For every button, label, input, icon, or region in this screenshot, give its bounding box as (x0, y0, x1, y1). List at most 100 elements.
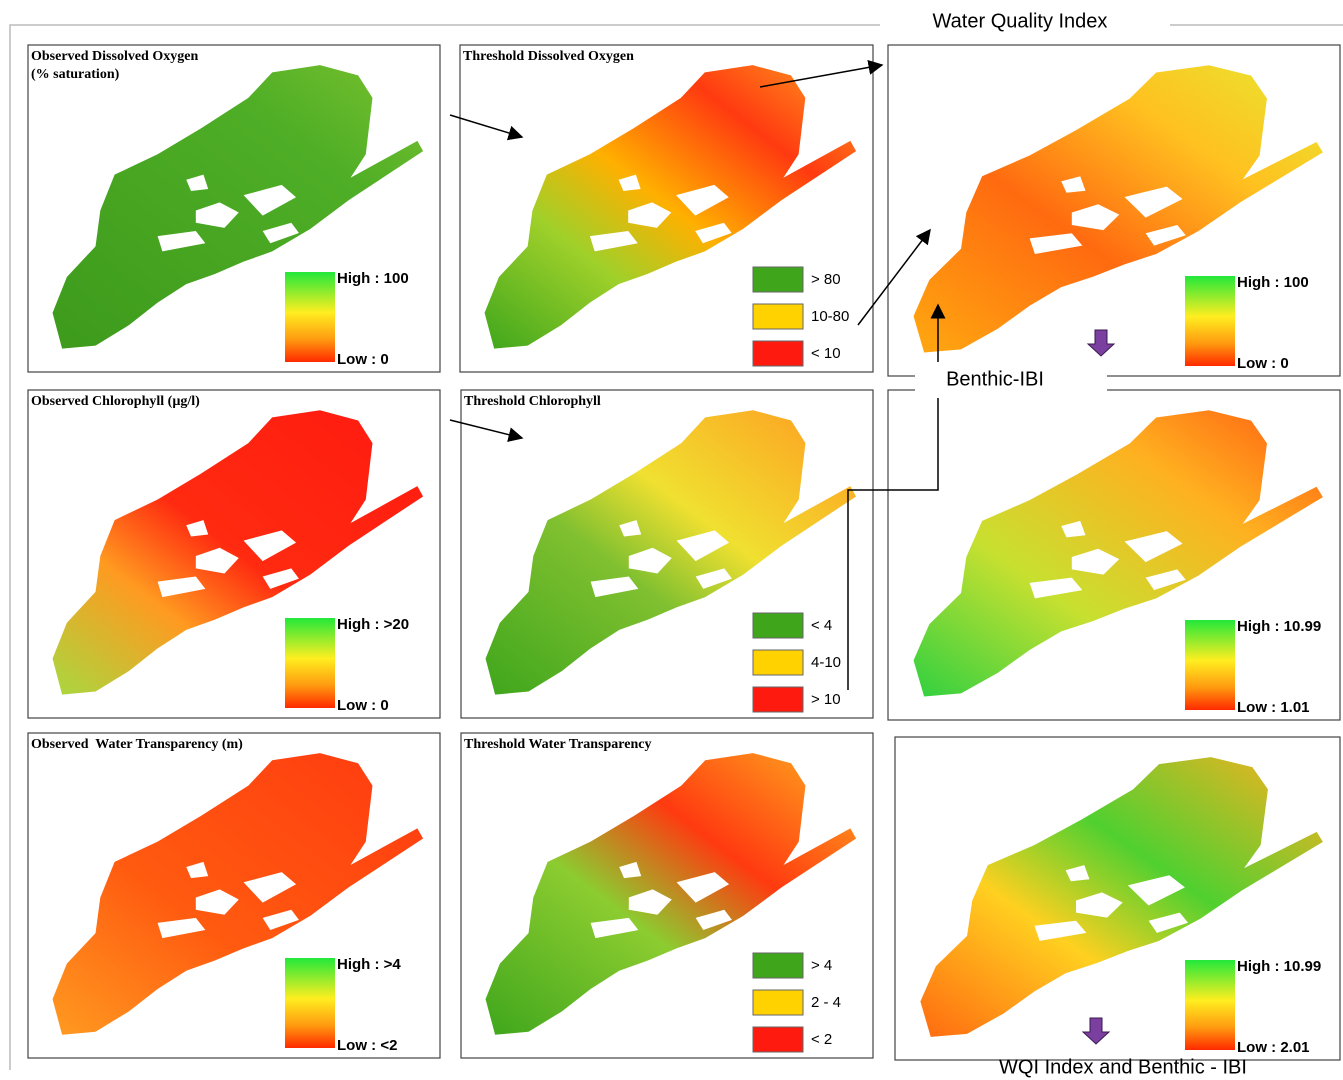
land-area (1145, 224, 1186, 246)
legend-ramp (285, 958, 335, 1048)
land-area (589, 230, 638, 252)
land-area (186, 861, 209, 879)
land-area (1061, 176, 1086, 193)
estuary-shape (920, 757, 1323, 1037)
map-panel: High : 100 Low : 0 (887, 44, 1341, 377)
estuary-shape (485, 410, 857, 695)
map-panel: High : 10.99 Low : 1.01 (887, 389, 1341, 721)
land-area (619, 861, 642, 879)
legend-label: 2 - 4 (811, 994, 841, 1011)
legend-ramp (1185, 960, 1235, 1050)
legend-high: High : 10.99 (1237, 618, 1321, 635)
legend-ramp (1185, 620, 1235, 710)
legend-swatch (752, 952, 804, 979)
land-area (695, 909, 732, 931)
panel-title: (% saturation) (31, 67, 120, 82)
legend-high: High : >20 (337, 616, 409, 633)
land-area (1076, 892, 1123, 918)
legend-high: High : >4 (337, 956, 401, 973)
map (485, 753, 857, 1035)
land-area (628, 547, 672, 574)
legend-swatch (752, 686, 804, 713)
legend-swatch (752, 303, 804, 330)
land-area (676, 184, 729, 216)
map-panel: Threshold Chlorophyll < 4 4-10 > 10 (460, 389, 874, 719)
map (52, 410, 424, 695)
estuary-shape (913, 410, 1323, 697)
legend-low: Low : 0 (337, 351, 389, 368)
legend-high: High : 10.99 (1237, 958, 1321, 975)
land-area (1029, 577, 1083, 599)
legend-label: < 10 (811, 345, 841, 362)
land-area (1034, 920, 1087, 941)
land-area (1148, 912, 1189, 933)
land-area (619, 520, 642, 537)
land-area (157, 917, 206, 939)
legend-swatch (752, 989, 804, 1016)
legend-ramp (285, 618, 335, 708)
land-area (262, 222, 299, 244)
legend-label: 4-10 (811, 654, 841, 671)
legend-swatch (752, 612, 804, 639)
land-area (243, 530, 297, 562)
legend-swatch (752, 1026, 804, 1053)
legend-label: > 80 (811, 271, 841, 288)
land-area (157, 576, 206, 598)
legend-low: Low : <2 (337, 1037, 397, 1054)
map-panel: Observed Water Transparency (m) High : >4… (27, 732, 441, 1059)
estuary-shape (52, 65, 424, 349)
label-bg (915, 362, 1107, 398)
legend-swatch (752, 340, 804, 367)
estuary-shape (52, 753, 424, 1035)
legend-low: Low : 2.01 (1237, 1039, 1310, 1056)
land-area (186, 520, 209, 537)
map (52, 753, 424, 1035)
panel-title: Threshold Chlorophyll (464, 394, 601, 409)
land-area (590, 576, 639, 598)
land-area (1124, 186, 1183, 218)
legend-low: Low : 1.01 (1237, 699, 1310, 716)
estuary-shape (52, 410, 424, 695)
map-panel: High : 10.99 Low : 2.01 (894, 736, 1341, 1061)
map (913, 410, 1323, 697)
panel-title: Threshold Water Transparency (464, 737, 651, 752)
land-area (195, 889, 239, 915)
land-area (628, 202, 672, 228)
figure-title: Water Quality Index (933, 10, 1108, 32)
panel-title: Observed Chlorophyll (µg/l) (31, 394, 200, 409)
estuary-shape (913, 65, 1323, 353)
legend-label: < 4 (811, 617, 832, 634)
map (920, 757, 1323, 1037)
land-area (590, 917, 639, 939)
land-area (243, 872, 297, 903)
legend-high: High : 100 (337, 270, 409, 287)
legend-ramp (1185, 276, 1235, 366)
legend-high: High : 100 (1237, 274, 1309, 291)
land-area (618, 174, 641, 192)
legend-low: Low : 0 (337, 697, 389, 714)
land-area (1145, 569, 1186, 591)
legend-label: < 2 (811, 1031, 832, 1048)
land-area (195, 547, 239, 574)
land-area (1071, 548, 1120, 575)
land-area (676, 872, 730, 903)
legend-swatch (752, 649, 804, 676)
land-area (1071, 204, 1120, 231)
legend-label: > 10 (811, 691, 841, 708)
land-area (676, 530, 730, 562)
benthic-label: Benthic-IBI (946, 368, 1044, 390)
land-area (695, 568, 732, 589)
land-area (262, 568, 299, 589)
land-area (186, 174, 209, 192)
estuary-shape (484, 65, 857, 349)
land-area (1124, 531, 1183, 563)
land-area (1061, 520, 1086, 538)
footer-label: WQI Index and Benthic - IBI (999, 1056, 1247, 1078)
panel-title: Observed Dissolved Oxygen (31, 49, 198, 64)
legend-ramp (285, 272, 335, 362)
land-area (157, 230, 206, 252)
legend-swatch (752, 266, 804, 293)
panel-title: Observed Water Transparency (m) (31, 737, 243, 752)
land-area (1029, 233, 1083, 254)
